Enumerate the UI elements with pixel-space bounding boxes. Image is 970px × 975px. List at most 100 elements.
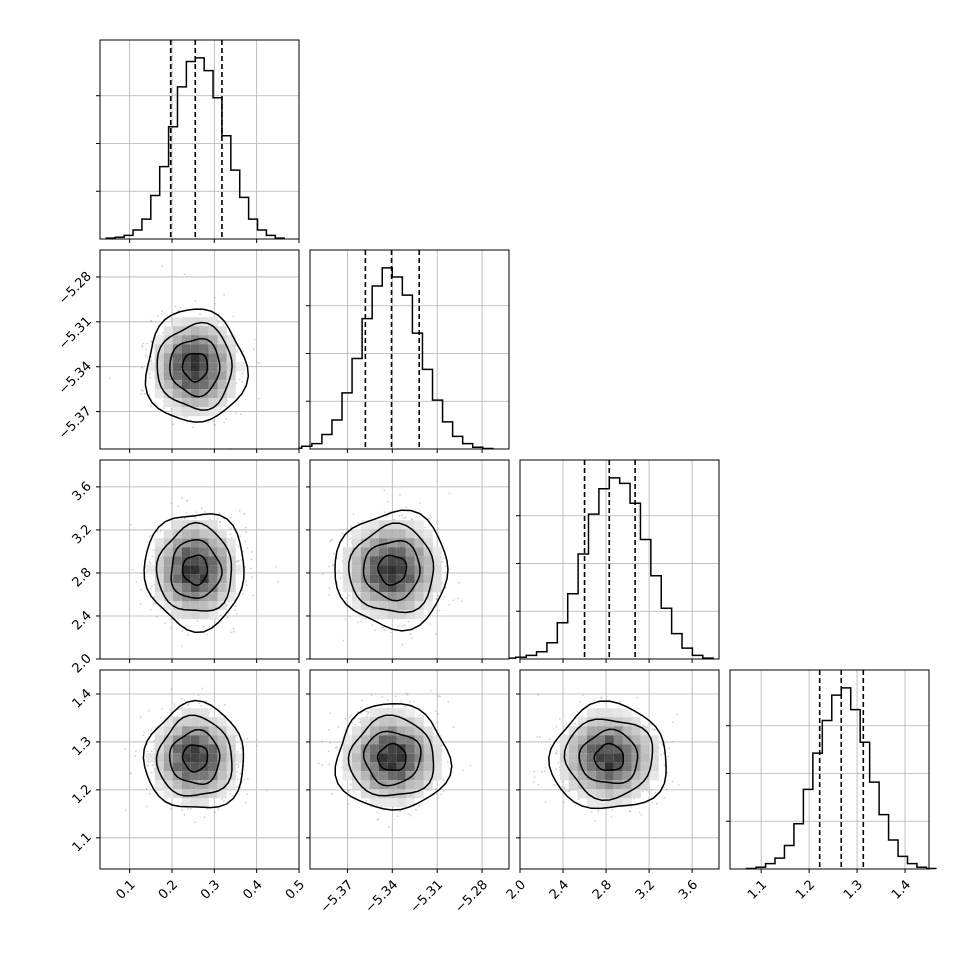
scatter-point [352, 722, 354, 724]
density-cell [352, 565, 361, 574]
scatter-point [240, 747, 242, 749]
scatter-point [221, 798, 223, 800]
scatter-point [160, 716, 162, 718]
scatter-point [180, 307, 182, 309]
scatter-point [461, 600, 463, 602]
scatter-point [145, 349, 147, 351]
scatter-point [350, 783, 352, 785]
scatter-point [134, 755, 136, 757]
density-cell [200, 326, 209, 335]
scatter-point [151, 729, 153, 731]
scatter-point [146, 751, 148, 753]
scatter-point [149, 377, 151, 379]
scatter-point [444, 596, 446, 598]
scatter-point [239, 378, 241, 380]
density-cell [182, 529, 191, 538]
scatter-point [405, 517, 407, 519]
panel-background [310, 250, 509, 449]
scatter-point [148, 710, 150, 712]
scatter-point [344, 618, 346, 620]
scatter-point [443, 791, 445, 793]
density-cell [155, 538, 164, 547]
scatter-point [401, 514, 403, 516]
y-tick-label: −5.28 [56, 269, 95, 308]
scatter-point [155, 402, 157, 404]
scatter-point [146, 765, 148, 767]
density-cell [191, 735, 200, 744]
scatter-point [238, 560, 240, 562]
density-cell [191, 574, 200, 583]
scatter-point [140, 393, 142, 395]
density-cells [343, 520, 442, 619]
density-cell [191, 565, 200, 574]
scatter-point [153, 604, 155, 606]
scatter-point [199, 313, 201, 315]
density-cell [164, 398, 173, 407]
density-cell [200, 317, 209, 326]
density-cell [209, 574, 218, 583]
density-cell [209, 362, 218, 371]
density-cell [361, 592, 370, 601]
scatter-point [242, 593, 244, 595]
histogram-panel [505, 460, 719, 663]
density-cell [200, 529, 209, 538]
scatter-point [321, 764, 323, 766]
density-cell [415, 520, 424, 529]
scatter-point [462, 769, 464, 771]
density-cell [173, 371, 182, 380]
scatter-point [348, 803, 350, 805]
scatter-point [143, 734, 145, 736]
density-cell [388, 565, 397, 574]
density-cell [182, 380, 191, 389]
density-cell [352, 601, 361, 610]
scatter-point [230, 533, 232, 535]
y-tick-label: 2.4 [70, 608, 95, 633]
density-cell [191, 371, 200, 380]
scatter-point [143, 731, 145, 733]
scatter-point [407, 694, 409, 696]
scatter-point [256, 739, 258, 741]
density-cell [200, 583, 209, 592]
scatter-point [338, 726, 340, 728]
scatter-point [170, 628, 172, 630]
scatter-point [402, 625, 404, 627]
scatter-point [173, 703, 175, 705]
density-cell [191, 717, 200, 726]
density-cell [361, 565, 370, 574]
scatter-point [150, 563, 152, 565]
scatter-point [161, 708, 163, 710]
scatter-point [225, 418, 227, 420]
scatter-point [470, 765, 472, 767]
scatter-point [339, 589, 341, 591]
scatter-point [436, 521, 438, 523]
scatter-point [239, 510, 241, 512]
scatter-point [172, 423, 174, 425]
density-cell [218, 583, 227, 592]
scatter-point [250, 568, 252, 570]
density-cell [209, 753, 218, 762]
density-cell [182, 717, 191, 726]
x-tick-label: 1.4 [889, 877, 914, 902]
scatter-point [253, 348, 255, 350]
scatter-point [233, 628, 235, 630]
scatter-point [243, 779, 245, 781]
scatter-point [219, 521, 221, 523]
scatter-point [234, 609, 236, 611]
density-cell [424, 556, 433, 565]
scatter-point [443, 557, 445, 559]
y-tick-label: 2.0 [70, 651, 95, 676]
scatter-point [359, 722, 361, 724]
scatter-point [447, 761, 449, 763]
scatter-point [149, 793, 151, 795]
density-cell [182, 789, 191, 798]
scatter-point [149, 373, 151, 375]
scatter-point [247, 738, 249, 740]
scatter-point [366, 800, 368, 802]
scatter-point [246, 793, 248, 795]
scatter-point [245, 541, 247, 543]
scatter-point [157, 315, 159, 317]
scatter-point [401, 700, 403, 702]
density-cell [379, 565, 388, 574]
scatter-point [143, 343, 145, 345]
